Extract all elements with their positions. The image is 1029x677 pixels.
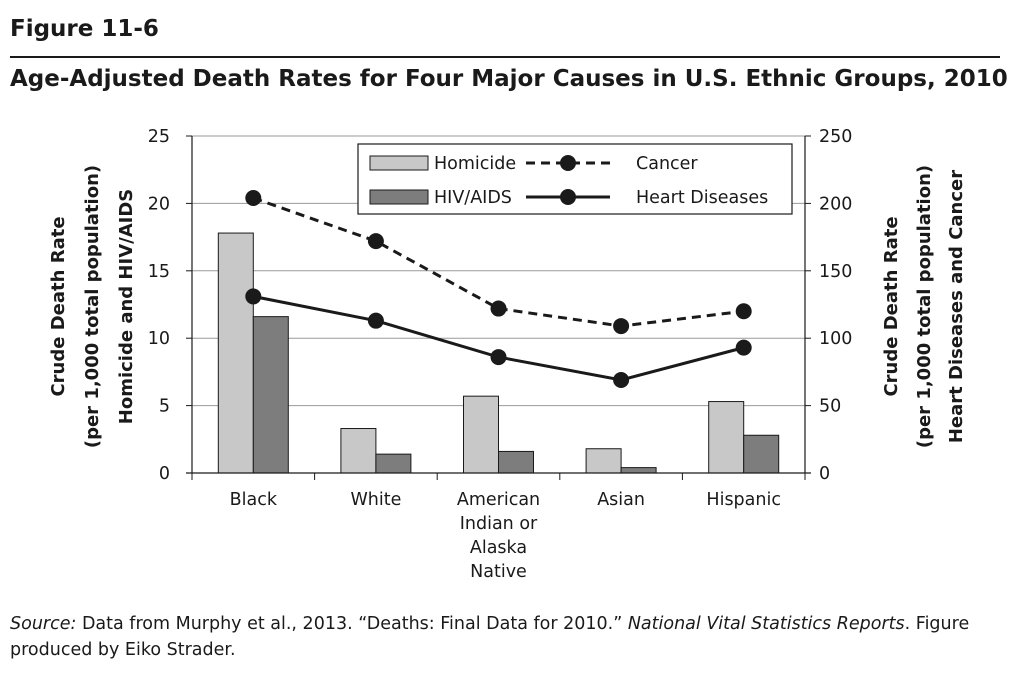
point-heart-diseases xyxy=(245,288,262,305)
category-label: Hispanic xyxy=(706,490,781,510)
bar-homicide xyxy=(217,232,254,474)
figure-title: Age-Adjusted Death Rates for Four Major … xyxy=(10,66,1008,92)
right-axis-title: Heart Diseases and Cancer xyxy=(946,170,967,443)
legend-label-hiv-aids: HIV/AIDS xyxy=(434,188,512,208)
category-label: White xyxy=(350,490,401,510)
point-heart-diseases xyxy=(367,312,384,329)
bar-hiv-aids xyxy=(620,467,657,474)
legend-marker-heart-diseases xyxy=(560,189,576,205)
left-tick-label: 20 xyxy=(148,194,170,214)
bar-hiv-aids xyxy=(252,316,289,474)
category-label: Indian or xyxy=(460,514,538,534)
right-axis-title: Crude Death Rate xyxy=(881,216,902,396)
bar-homicide xyxy=(340,428,377,474)
point-cancer xyxy=(490,300,507,317)
category-label: Native xyxy=(470,562,527,582)
title-divider xyxy=(10,56,1000,58)
bar-hiv-aids xyxy=(375,453,412,474)
category-label: Black xyxy=(230,490,278,510)
right-tick-label: 0 xyxy=(819,464,830,484)
legend-label-heart-diseases: Heart Diseases xyxy=(636,188,768,208)
right-tick-label: 100 xyxy=(819,329,852,349)
right-tick-label: 150 xyxy=(819,262,852,282)
figure-label: Figure 11-6 xyxy=(10,16,159,42)
right-tick-label: 200 xyxy=(819,194,852,214)
left-axis-title: Crude Death Rate xyxy=(48,216,69,396)
source-note: Source: Data from Murphy et al., 2013. “… xyxy=(10,611,1000,663)
right-axis-title: (per 1,000 total population) xyxy=(914,165,935,448)
left-tick-label: 25 xyxy=(148,127,170,147)
point-heart-diseases xyxy=(735,339,752,356)
legend-swatch-hiv-aids xyxy=(369,189,429,205)
left-axis-title: Homicide and HIV/AIDS xyxy=(116,189,137,424)
legend-swatch-homicide xyxy=(369,155,429,171)
point-cancer xyxy=(735,303,752,320)
bar-hiv-aids xyxy=(498,450,534,474)
legend-label-homicide: Homicide xyxy=(434,154,516,174)
left-axis-title: (per 1,000 total population) xyxy=(82,165,103,448)
left-tick-label: 10 xyxy=(148,329,170,349)
right-tick-label: 250 xyxy=(819,127,852,147)
source-label: Source: xyxy=(10,614,77,634)
legend-marker-cancer xyxy=(560,155,576,171)
point-cancer xyxy=(613,318,630,335)
point-cancer xyxy=(245,190,262,207)
category-label: American xyxy=(457,490,540,510)
point-cancer xyxy=(367,233,384,250)
bar-hiv-aids xyxy=(743,434,780,474)
right-tick-label: 50 xyxy=(819,397,841,417)
bar-homicide xyxy=(585,448,622,474)
bar-homicide xyxy=(463,395,499,474)
bar-homicide xyxy=(708,401,745,474)
point-heart-diseases xyxy=(490,349,507,366)
point-heart-diseases xyxy=(613,371,630,388)
legend-box xyxy=(357,143,793,215)
source-credit: . Figure produced by Eiko Strader. xyxy=(10,614,970,660)
left-tick-label: 5 xyxy=(159,397,170,417)
source-citation: Data from Murphy et al., 2013. “Deaths: … xyxy=(76,614,628,634)
category-label: Alaska xyxy=(470,538,527,558)
legend-label-cancer: Cancer xyxy=(636,154,698,174)
category-label: Asian xyxy=(597,490,645,510)
left-tick-label: 0 xyxy=(159,464,170,484)
source-journal: National Vital Statistics Reports xyxy=(627,614,905,634)
left-tick-label: 15 xyxy=(148,262,170,282)
